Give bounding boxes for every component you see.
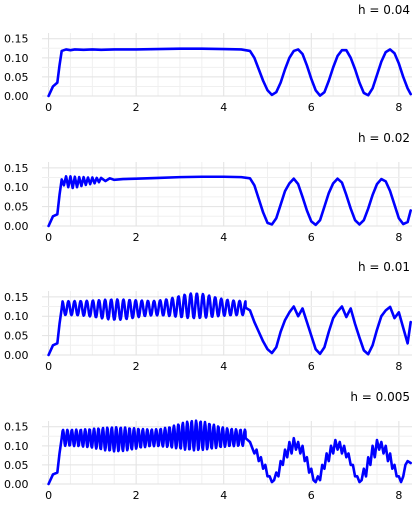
y-tick-label: 0.15 [4,162,29,175]
x-tick-label: 0 [45,101,52,114]
y-tick-label: 0.10 [4,181,29,194]
x-tick-label: 0 [45,489,52,502]
series-line-1 [47,47,412,98]
x-tick-label: 2 [133,489,140,502]
x-tick-label: 0 [45,231,52,244]
x-tick-label: 4 [220,101,227,114]
x-tick-label: 4 [220,231,227,244]
plot-panel-2: h = 0.02 0.00 0.05 0.10 0.15 0 2 4 6 8 [4,131,412,244]
y-tick-label: 0.10 [4,310,29,323]
y-tick-label: 0.15 [4,33,29,46]
y-tick-label: 0.00 [4,220,29,233]
x-tick-label: 8 [395,489,402,502]
y-tick-label: 0.05 [4,71,29,84]
y-tick-label: 0.15 [4,291,29,304]
x-tick-label: 6 [308,101,315,114]
panel-title: h = 0.005 [350,390,410,404]
series-line-1 [47,419,412,486]
y-tick-label: 0.05 [4,201,29,214]
x-tick-label: 6 [308,360,315,373]
y-tick-label: 0.00 [4,478,29,491]
series-line-1 [47,292,412,357]
x-tick-label: 2 [133,231,140,244]
panel-title: h = 0.02 [358,131,410,145]
y-tick-label: 0.05 [4,330,29,343]
x-tick-label: 6 [308,489,315,502]
plot-panel-3: h = 0.01 0.00 0.05 0.10 0.15 0 2 4 6 8 [4,260,412,373]
x-tick-label: 4 [220,360,227,373]
y-tick-label: 0.10 [4,440,29,453]
panel-title: h = 0.01 [358,260,410,274]
series-line-1 [47,175,412,228]
y-tick-label: 0.05 [4,459,29,472]
y-tick-label: 0.00 [4,349,29,362]
x-tick-label: 8 [395,101,402,114]
x-tick-label: 2 [133,101,140,114]
x-tick-label: 0 [45,360,52,373]
x-tick-label: 8 [395,231,402,244]
x-tick-label: 4 [220,489,227,502]
y-tick-label: 0.00 [4,90,29,103]
y-tick-label: 0.10 [4,52,29,65]
x-tick-label: 8 [395,360,402,373]
plot-panel-4: h = 0.005 0.00 0.05 0.10 0.15 0 2 4 6 8 [4,390,412,502]
plot-panel-1: h = 0.04 0.00 0.05 0.10 0.15 0 2 4 6 8 [4,3,412,114]
y-tick-label: 0.15 [4,421,29,434]
x-tick-label: 2 [133,360,140,373]
panel-title: h = 0.04 [358,3,410,17]
x-tick-label: 6 [308,231,315,244]
